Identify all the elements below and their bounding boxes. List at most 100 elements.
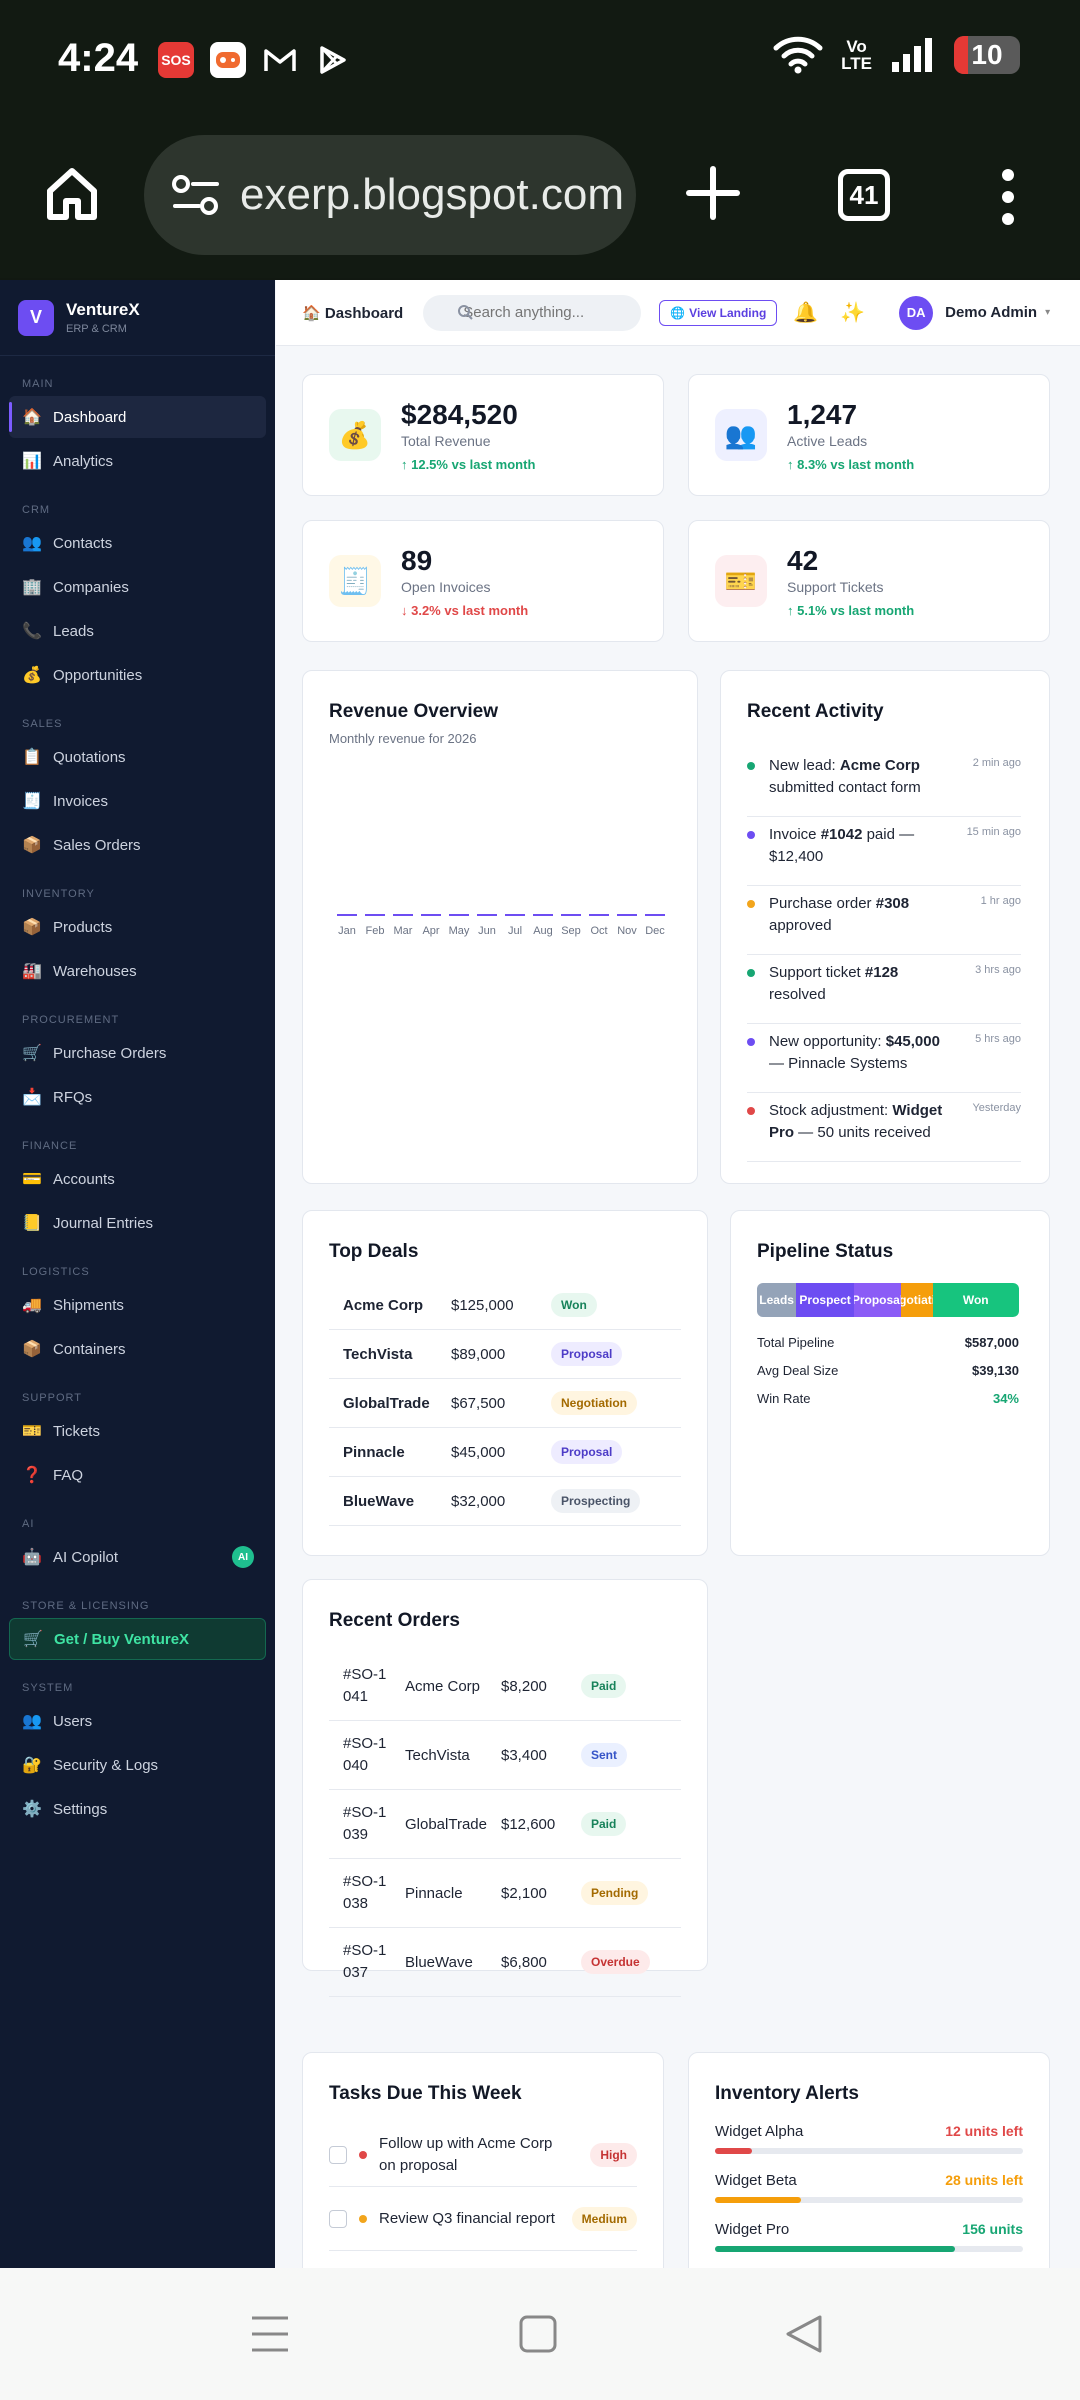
sidebar-item-accounts[interactable]: 💳 Accounts: [9, 1158, 266, 1200]
user-name[interactable]: Demo Admin: [945, 304, 1038, 321]
table-row[interactable]: #SO-1037 BlueWave $6,800 Overdue: [329, 1928, 681, 1997]
sidebar-item-rfqs[interactable]: 📩 RFQs: [9, 1076, 266, 1118]
sidebar-item-sales-orders[interactable]: 📦 Sales Orders: [9, 824, 266, 866]
sidebar-item-leads[interactable]: 📞 Leads: [9, 610, 266, 652]
sidebar-item-purchase-orders[interactable]: 🛒 Purchase Orders: [9, 1032, 266, 1074]
stat-card-leads[interactable]: 👥 1,247 Active Leads ↑ 8.3% vs last mont…: [688, 374, 1050, 496]
revenue-bar[interactable]: [393, 914, 413, 916]
revenue-bar[interactable]: [617, 914, 637, 916]
sidebar-item-security-logs[interactable]: 🔐 Security & Logs: [9, 1744, 266, 1786]
activity-item[interactable]: Stock adjustment: Widget Pro — 50 units …: [747, 1100, 1021, 1162]
view-landing-button[interactable]: 🌐 View Landing: [659, 299, 778, 326]
volte-indicator: Vo LTE: [841, 38, 872, 72]
revenue-bar[interactable]: [337, 914, 357, 916]
sidebar-item-quotations[interactable]: 📋 Quotations: [9, 736, 266, 778]
sidebar-item-ai-copilot[interactable]: 🤖 AI Copilot AI: [9, 1536, 266, 1578]
revenue-bar[interactable]: [421, 914, 441, 916]
pipeline-segment[interactable]: Proposal: [853, 1283, 902, 1317]
activity-time: 15 min ago: [966, 826, 1021, 838]
inventory-item[interactable]: Widget Beta 28 units left: [715, 2172, 1023, 2203]
avatar[interactable]: DA: [899, 295, 934, 330]
home-button-icon[interactable]: [518, 2314, 558, 2354]
table-row[interactable]: Pinnacle $45,000 Proposal: [329, 1428, 681, 1477]
table-row[interactable]: #SO-1039 GlobalTrade $12,600 Paid: [329, 1790, 681, 1859]
table-row[interactable]: Acme Corp $125,000 Won: [329, 1281, 681, 1330]
sidebar-item-opportunities[interactable]: 💰 Opportunities: [9, 654, 266, 696]
sidebar-item-settings[interactable]: ⚙️ Settings: [9, 1788, 266, 1830]
sidebar-item-get-buy-venturex[interactable]: 🛒 Get / Buy VentureX: [9, 1618, 266, 1660]
brand[interactable]: V VentureX ERP & CRM: [0, 280, 275, 356]
overflow-menu-icon[interactable]: [996, 167, 1020, 227]
order-customer: BlueWave: [405, 1953, 473, 1971]
sidebar-item-companies[interactable]: 🏢 Companies: [9, 566, 266, 608]
order-id[interactable]: #SO-1040: [343, 1735, 387, 1774]
order-id[interactable]: #SO-1038: [343, 1873, 387, 1912]
revenue-bar[interactable]: [589, 914, 609, 916]
revenue-bar[interactable]: [561, 914, 581, 916]
sidebar-item-label: Quotations: [53, 748, 126, 766]
sidebar-item-containers[interactable]: 📦 Containers: [9, 1328, 266, 1370]
order-id[interactable]: #SO-1039: [343, 1804, 387, 1843]
task-checkbox[interactable]: [329, 2145, 347, 2164]
stat-card-invoices[interactable]: 🧾 89 Open Invoices ↓ 3.2% vs last month: [302, 520, 664, 642]
sidebar-item-analytics[interactable]: 📊 Analytics: [9, 440, 266, 482]
sidebar-item-invoices[interactable]: 🧾 Invoices: [9, 780, 266, 822]
new-tab-icon[interactable]: [686, 163, 740, 223]
sidebar-item-shipments[interactable]: 🚚 Shipments: [9, 1284, 266, 1326]
order-id[interactable]: #SO-1037: [343, 1942, 387, 1981]
sidebar-item-products[interactable]: 📦 Products: [9, 906, 266, 948]
revenue-bar[interactable]: [533, 914, 553, 916]
nav-section-label: PROCUREMENT: [22, 1014, 120, 1026]
stat-card-revenue[interactable]: 💰 $284,520 Total Revenue ↑ 12.5% vs last…: [302, 374, 664, 496]
pipeline-segment[interactable]: Prospect: [796, 1283, 854, 1317]
inventory-item[interactable]: Widget Pro 156 units: [715, 2221, 1023, 2252]
activity-item[interactable]: Invoice #1042 paid — $12,400 15 min ago: [747, 824, 1021, 886]
sidebar-item-label: Leads: [53, 622, 94, 640]
home-icon[interactable]: [42, 163, 102, 223]
sidebar-item-dashboard[interactable]: 🏠 Dashboard: [9, 396, 266, 438]
notification-bell-icon[interactable]: 🔔: [793, 302, 819, 324]
activity-item[interactable]: Support ticket #128 resolved 3 hrs ago: [747, 962, 1021, 1024]
url-text[interactable]: exerp.blogspot.com: [240, 170, 624, 219]
chevron-down-icon[interactable]: ▾: [1045, 307, 1051, 318]
tab-switcher-button[interactable]: 41: [838, 169, 890, 221]
table-row[interactable]: TechVista $89,000 Proposal: [329, 1330, 681, 1379]
sidebar-item-users[interactable]: 👥 Users: [9, 1700, 266, 1742]
back-icon[interactable]: [784, 2314, 824, 2354]
revenue-bar[interactable]: [645, 914, 665, 916]
revenue-bar[interactable]: [505, 914, 525, 916]
inventory-item[interactable]: Widget Alpha 12 units left: [715, 2123, 1023, 2154]
deal-amount: $89,000: [451, 1345, 506, 1363]
pipeline-segment[interactable]: Leads: [757, 1283, 797, 1317]
revenue-bar[interactable]: [365, 914, 385, 916]
sidebar-item-warehouses[interactable]: 🏭 Warehouses: [9, 950, 266, 992]
search-input[interactable]: [423, 294, 642, 331]
sidebar-item-tickets[interactable]: 🎫 Tickets: [9, 1410, 266, 1452]
deal-stage-badge: Won: [551, 1293, 597, 1317]
activity-item[interactable]: Purchase order #308 approved 1 hr ago: [747, 893, 1021, 955]
breadcrumb[interactable]: 🏠 Dashboard: [302, 304, 403, 322]
table-row[interactable]: BlueWave $32,000 Prospecting: [329, 1477, 681, 1526]
table-row[interactable]: GlobalTrade $67,500 Negotiation: [329, 1379, 681, 1428]
task-checkbox[interactable]: [329, 2209, 347, 2228]
table-row[interactable]: #SO-1038 Pinnacle $2,100 Pending: [329, 1859, 681, 1928]
revenue-bar[interactable]: [477, 914, 497, 916]
sidebar-item-journal-entries[interactable]: 📒 Journal Entries: [9, 1202, 266, 1244]
address-bar[interactable]: exerp.blogspot.com: [144, 135, 636, 255]
activity-text-post: approved: [769, 917, 832, 934]
sparkle-icon[interactable]: ✨: [840, 302, 866, 324]
stat-card-tickets[interactable]: 🎫 42 Support Tickets ↑ 5.1% vs last mont…: [688, 520, 1050, 642]
sidebar-item-faq[interactable]: ❓ FAQ: [9, 1454, 266, 1496]
table-row[interactable]: #SO-1041 Acme Corp $8,200 Paid: [329, 1652, 681, 1721]
activity-item[interactable]: New lead: Acme Corp submitted contact fo…: [747, 755, 1021, 817]
sidebar-item-contacts[interactable]: 👥 Contacts: [9, 522, 266, 564]
revenue-bar[interactable]: [449, 914, 469, 916]
order-id[interactable]: #SO-1041: [343, 1666, 387, 1705]
site-settings-icon[interactable]: [168, 172, 224, 218]
pipeline-segment[interactable]: Won: [932, 1283, 1019, 1317]
sidebar-item-label: RFQs: [53, 1088, 93, 1106]
table-row[interactable]: #SO-1040 TechVista $3,400 Sent: [329, 1721, 681, 1790]
pipeline-segment[interactable]: Negotiation: [901, 1283, 933, 1317]
activity-item[interactable]: New opportunity: $45,000 — Pinnacle Syst…: [747, 1031, 1021, 1093]
recent-apps-icon[interactable]: [250, 2314, 290, 2354]
